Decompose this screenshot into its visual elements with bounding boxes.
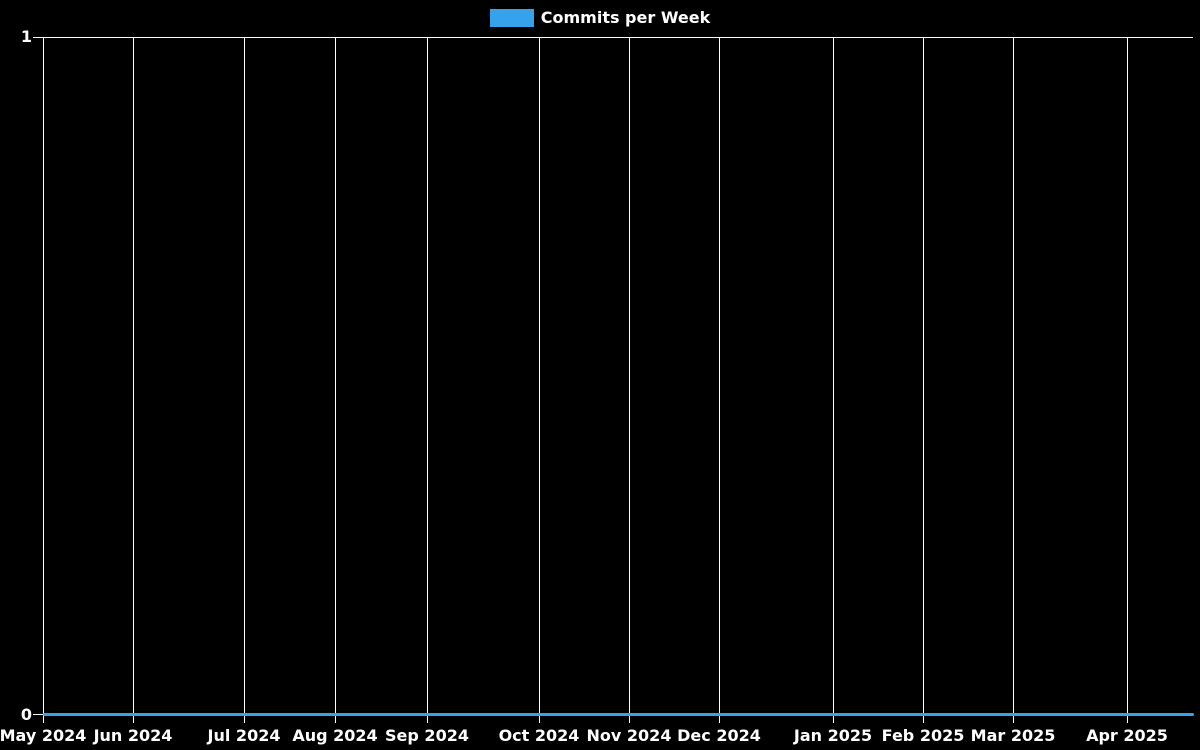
x-tick-label: May 2024 — [0, 726, 87, 745]
x-tick-label: Nov 2024 — [586, 726, 672, 745]
x-tick-label: Sep 2024 — [385, 726, 469, 745]
y-tick-label: 1 — [20, 27, 32, 46]
month-gridline — [1127, 38, 1128, 723]
x-tick-label: Feb 2025 — [881, 726, 965, 745]
x-tick-label: Mar 2025 — [970, 726, 1056, 745]
commits-line — [43, 713, 1194, 716]
legend-swatch — [489, 9, 534, 27]
month-gridline — [923, 38, 924, 723]
legend-label: Commits per Week — [540, 8, 711, 27]
month-gridline — [1013, 38, 1014, 723]
chart-legend[interactable]: Commits per Week — [0, 0, 1200, 36]
month-gridline — [539, 38, 540, 723]
top-gridline — [33, 37, 1193, 38]
month-gridline — [244, 38, 245, 723]
x-tick-label: Apr 2025 — [1086, 726, 1168, 745]
month-gridline — [427, 38, 428, 723]
x-tick-label: Jul 2024 — [207, 726, 281, 745]
y-tick-mark — [33, 714, 43, 715]
y-tick-label: 0 — [20, 705, 32, 724]
x-tick-label: Jan 2025 — [793, 726, 873, 745]
month-gridline — [43, 38, 44, 723]
x-tick-label: Jun 2024 — [93, 726, 173, 745]
month-gridline — [335, 38, 336, 723]
month-gridline — [833, 38, 834, 723]
month-gridline — [629, 38, 630, 723]
x-tick-label: Oct 2024 — [498, 726, 580, 745]
month-gridline — [133, 38, 134, 723]
x-tick-label: Aug 2024 — [292, 726, 378, 745]
month-gridline — [719, 38, 720, 723]
x-tick-label: Dec 2024 — [677, 726, 761, 745]
